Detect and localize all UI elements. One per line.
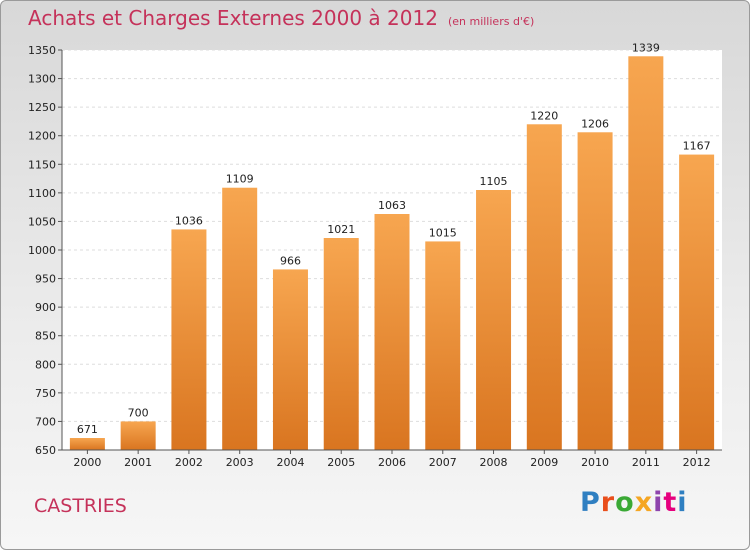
data-label-2012: 1167	[683, 140, 711, 153]
logo-letter: o	[615, 487, 635, 518]
x-tick-label-2008: 2008	[480, 456, 508, 469]
y-tick-label: 1300	[28, 73, 56, 86]
y-tick-label: 1350	[28, 44, 56, 57]
proxiti-logo: Proxiti	[580, 487, 688, 518]
data-label-2006: 1063	[378, 199, 406, 212]
bar-2010	[577, 132, 613, 451]
bar-2000	[69, 438, 105, 450]
y-tick-label: 950	[35, 273, 56, 286]
bar-2005	[323, 238, 359, 450]
x-tick-label-2002: 2002	[175, 456, 203, 469]
x-tick-label-2006: 2006	[378, 456, 406, 469]
logo-letter: i	[653, 487, 664, 518]
x-tick-label-2004: 2004	[276, 456, 304, 469]
bar-2004	[272, 269, 308, 450]
data-label-2011: 1339	[632, 41, 660, 54]
bar-2003	[222, 187, 258, 450]
x-tick-label-2009: 2009	[530, 456, 558, 469]
bar-2008	[476, 190, 512, 450]
y-tick-label: 1250	[28, 101, 56, 114]
data-label-2005: 1021	[327, 223, 355, 236]
data-label-2001: 700	[128, 406, 149, 419]
y-tick-label: 900	[35, 301, 56, 314]
x-tick-label-2003: 2003	[226, 456, 254, 469]
y-tick-label: 750	[35, 387, 56, 400]
data-label-2002: 1036	[175, 214, 203, 227]
x-tick-label-2010: 2010	[581, 456, 609, 469]
x-tick-label-2000: 2000	[73, 456, 101, 469]
data-label-2009: 1220	[530, 109, 558, 122]
y-tick-label: 650	[35, 444, 56, 457]
y-tick-label: 800	[35, 358, 56, 371]
y-tick-label: 1150	[28, 158, 56, 171]
data-label-2004: 966	[280, 254, 301, 267]
x-tick-label-2005: 2005	[327, 456, 355, 469]
data-label-2010: 1206	[581, 117, 609, 130]
logo-letter: r	[600, 487, 616, 518]
logo-letter: P	[580, 487, 601, 518]
x-tick-label-2001: 2001	[124, 456, 152, 469]
logo-letter: t	[663, 487, 678, 518]
y-tick-label: 700	[35, 415, 56, 428]
x-tick-label-2012: 2012	[683, 456, 711, 469]
y-tick-label: 850	[35, 330, 56, 343]
bars: 671 700 1036 1109 966 1021 1063 1015 1105 1220 120…	[69, 41, 715, 451]
logo-letter: x	[634, 487, 654, 518]
chart-unit: (en milliers d'€)	[447, 15, 535, 28]
bar-2006	[374, 214, 410, 450]
x-tick-label-2007: 2007	[429, 456, 457, 469]
bar-2007	[425, 241, 461, 450]
location-label: CASTRIES	[34, 495, 127, 517]
y-tick-label: 1000	[28, 244, 56, 257]
data-label-2003: 1109	[226, 173, 254, 186]
x-tick-label-2011: 2011	[632, 456, 660, 469]
data-label-2008: 1105	[480, 175, 508, 188]
bar-2001	[120, 421, 156, 450]
bar-2012	[679, 154, 715, 451]
y-tick-label: 1050	[28, 215, 56, 228]
data-label-2000: 671	[77, 423, 98, 436]
axes: 650 700 750 800 850 900 950 1000 1050 1100 1150 120…	[28, 44, 722, 469]
chart-title: Achats et Charges Externes 2000 à 2012 (e…	[28, 6, 535, 30]
bar-2011	[628, 56, 664, 451]
bar-2002	[171, 229, 207, 450]
y-tick-label: 1200	[28, 130, 56, 143]
y-tick-label: 1100	[28, 187, 56, 200]
data-label-2007: 1015	[429, 226, 457, 239]
bar-2009	[526, 124, 562, 451]
logo-letter: i	[677, 487, 688, 518]
